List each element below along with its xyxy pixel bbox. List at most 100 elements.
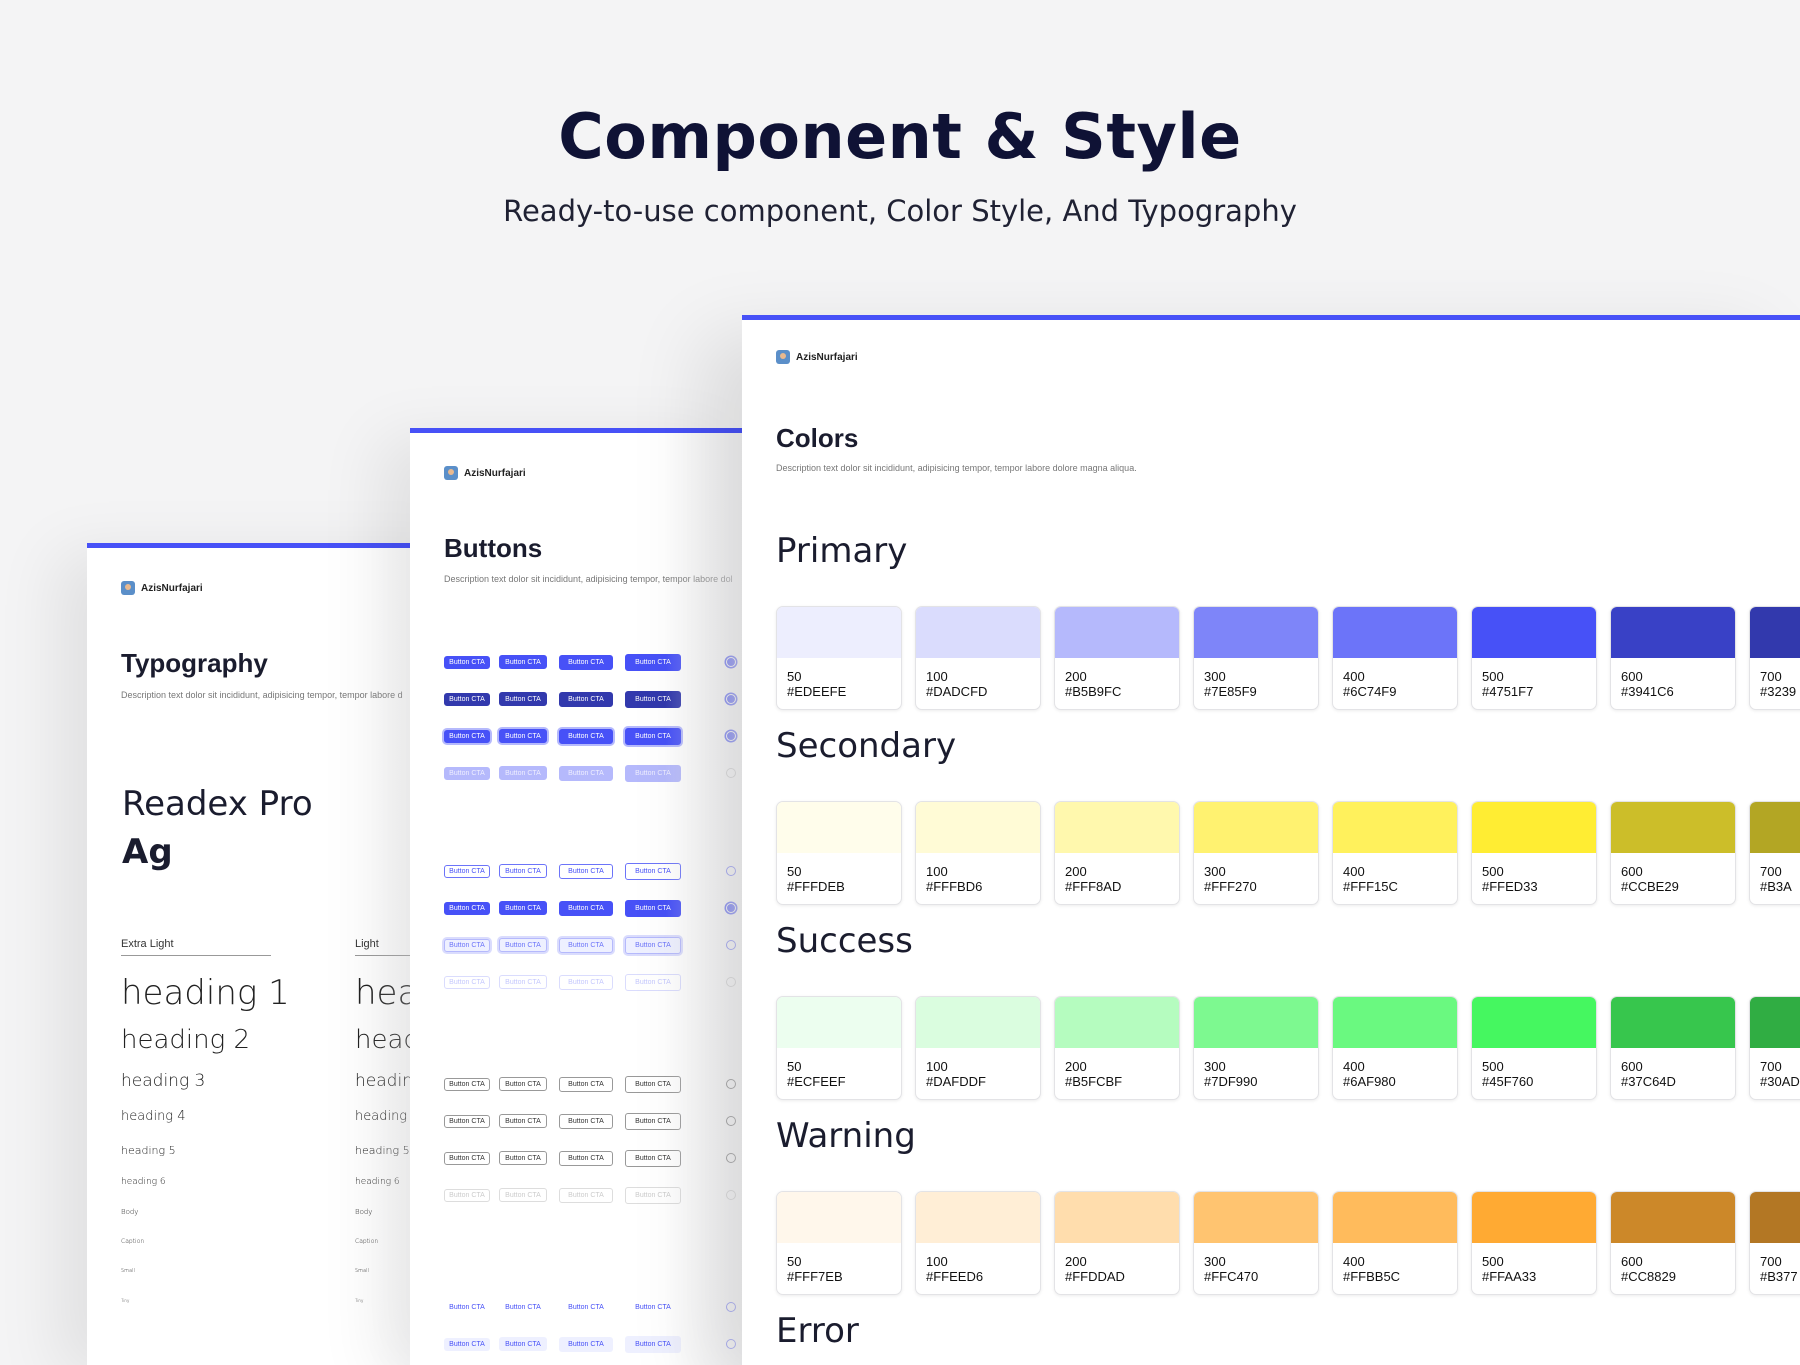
button-cta-sample[interactable]: Button CTA [625,1335,681,1353]
color-chip [1750,997,1800,1048]
button-cta-sample[interactable]: Button CTA [499,1188,547,1202]
button-cta-sample[interactable]: Button CTA [625,936,681,954]
swatch-hex: #30AD [1760,1074,1800,1089]
button-cta-sample[interactable]: Button CTA [499,655,547,669]
color-chip [1194,997,1318,1048]
button-cta-sample[interactable]: Button CTA [499,766,547,780]
color-chip [1055,802,1179,853]
radio-icon[interactable] [726,903,736,913]
hero-title: Component & Style [558,100,1242,173]
button-cta-sample[interactable]: Button CTA [444,864,490,878]
radio-icon[interactable] [726,977,736,987]
button-cta-sample[interactable]: Button CTA [559,1336,613,1352]
button-cta-sample[interactable]: Button CTA [559,937,613,953]
radio-icon[interactable] [726,940,736,950]
color-swatch: 50 #FFF7EB [776,1191,902,1295]
button-cta-sample[interactable]: Button CTA [444,1077,490,1091]
weight-column-extra-light: Extra Light heading 1 heading 2 heading 3 h… [121,938,290,1315]
button-cta-sample[interactable]: Button CTA [559,1113,613,1129]
swatch-step: 600 [1621,864,1643,879]
color-group-title: Secondary [776,726,957,766]
color-swatch: 700 #3239 [1749,606,1800,710]
button-cta-sample[interactable]: Button CTA [559,691,613,707]
button-cta-sample[interactable]: Button CTA [499,1077,547,1091]
button-cta-sample[interactable]: Button CTA [635,1303,671,1311]
radio-icon[interactable] [726,1339,736,1349]
button-cta-sample[interactable]: Button CTA [559,1150,613,1166]
button-cta-sample[interactable]: Button CTA [559,765,613,781]
button-cta-sample[interactable]: Button CTA [444,1337,490,1351]
radio-icon[interactable] [726,657,736,667]
button-cta-sample[interactable]: Button CTA [625,690,681,708]
button-cta-sample[interactable]: Button CTA [559,728,613,744]
button-cta-sample[interactable]: Button CTA [559,974,613,990]
button-cta-sample[interactable]: Button CTA [568,1303,604,1311]
button-cta-sample[interactable]: Button CTA [444,1151,490,1165]
color-chip [916,1192,1040,1243]
button-cta-sample[interactable]: Button CTA [444,692,490,706]
swatch-hex: #FFF8AD [1065,879,1122,894]
swatch-step: 700 [1760,669,1782,684]
button-cta-sample[interactable]: Button CTA [444,975,490,989]
radio-icon[interactable] [726,1153,736,1163]
button-cta-sample[interactable]: Button CTA [499,1337,547,1351]
swatch-hex: #3941C6 [1621,684,1674,699]
button-cta-sample[interactable]: Button CTA [444,729,490,743]
button-cta-sample[interactable]: Button CTA [444,938,490,952]
swatch-hex: #FFF15C [1343,879,1398,894]
button-cta-sample[interactable]: Button CTA [499,938,547,952]
button-cta-sample[interactable]: Button CTA [625,973,681,991]
button-cta-sample[interactable]: Button CTA [559,1076,613,1092]
button-cta-sample[interactable]: Button CTA [449,1303,485,1311]
button-cta-sample[interactable]: Button CTA [499,1151,547,1165]
button-cta-sample[interactable]: Button CTA [625,862,681,880]
color-swatch: 400 #6C74F9 [1332,606,1458,710]
swatch-step: 50 [787,1254,802,1269]
radio-icon[interactable] [726,1079,736,1089]
button-cta-sample[interactable]: Button CTA [625,764,681,782]
button-cta-sample[interactable]: Button CTA [444,1114,490,1128]
swatch-hex: #FFEED6 [926,1269,984,1284]
button-cta-sample[interactable]: Button CTA [559,863,613,879]
button-cta-sample[interactable]: Button CTA [625,653,681,671]
button-cta-sample[interactable]: Button CTA [625,1186,681,1204]
button-cta-sample[interactable]: Button CTA [444,901,490,915]
button-cta-sample[interactable]: Button CTA [559,900,613,916]
swatch-hex: #4751F7 [1482,684,1534,699]
button-cta-sample[interactable]: Button CTA [559,654,613,670]
button-cta-sample[interactable]: Button CTA [625,899,681,917]
radio-icon[interactable] [726,1190,736,1200]
swatch-step: 100 [926,669,948,684]
type-style-sample: Body [121,1208,139,1216]
button-cta-sample[interactable]: Button CTA [499,1114,547,1128]
button-cta-sample[interactable]: Button CTA [625,727,681,745]
radio-icon[interactable] [726,694,736,704]
button-cta-sample[interactable]: Button CTA [499,975,547,989]
hero-subtitle: Ready-to-use component, Color Style, And… [503,194,1297,228]
radio-icon[interactable] [726,768,736,778]
button-cta-sample[interactable]: Button CTA [499,692,547,706]
button-cta-sample[interactable]: Button CTA [499,729,547,743]
color-chip [1055,607,1179,658]
color-swatch: 600 #37C64D [1610,996,1736,1100]
swatch-hex: #FFFDEB [787,879,845,894]
swatch-hex: #FFF270 [1204,879,1257,894]
radio-icon[interactable] [726,731,736,741]
radio-icon[interactable] [726,1302,736,1312]
swatch-step: 300 [1204,1254,1226,1269]
radio-icon[interactable] [726,866,736,876]
button-cta-sample[interactable]: Button CTA [625,1112,681,1130]
button-cta-sample[interactable]: Button CTA [444,766,490,780]
swatch-step: 200 [1065,1059,1087,1074]
button-cta-sample[interactable]: Button CTA [499,864,547,878]
button-cta-sample[interactable]: Button CTA [559,1187,613,1203]
button-cta-sample[interactable]: Button CTA [444,655,490,669]
button-cta-sample[interactable]: Button CTA [499,901,547,915]
button-cta-sample[interactable]: Button CTA [505,1303,541,1311]
button-cta-sample[interactable]: Button CTA [625,1075,681,1093]
radio-icon[interactable] [726,1116,736,1126]
button-cta-sample[interactable]: Button CTA [444,1188,490,1202]
button-cta-sample[interactable]: Button CTA [625,1149,681,1167]
brand: AzisNurfajari [444,466,526,480]
color-swatch: 700 #B3A [1749,801,1800,905]
